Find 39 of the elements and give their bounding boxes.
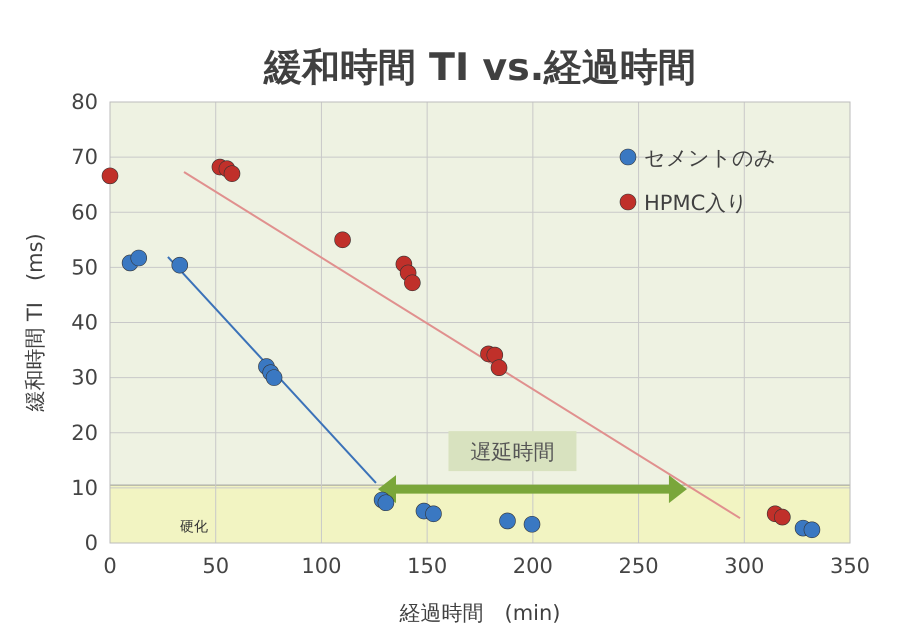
y-tick-label: 50 (71, 255, 98, 280)
point (224, 165, 240, 182)
x-tick-label: 50 (202, 554, 230, 578)
point (404, 274, 421, 292)
y-tick-label: 0 (84, 531, 98, 555)
x-tick-label: 200 (512, 554, 553, 578)
y-tick-label: 60 (71, 200, 98, 224)
y-tick-label: 10 (71, 476, 98, 500)
point (130, 250, 148, 266)
point (102, 168, 118, 184)
y-tick-label: 30 (71, 366, 98, 390)
y-tick-label: 20 (71, 420, 98, 445)
x-tick-label: 250 (618, 554, 659, 578)
y-tick-label: 80 (71, 90, 98, 114)
annotation: 遅延時間 (470, 440, 554, 464)
point (334, 232, 351, 248)
x-tick-label: 300 (724, 554, 764, 578)
point (524, 516, 540, 533)
point (378, 494, 394, 512)
y-axis-title: 緩和時間 TI (ms) (23, 233, 47, 413)
point (490, 359, 508, 376)
y-tick-label: 70 (71, 145, 98, 170)
x-tick-label: 150 (407, 554, 448, 578)
point (486, 346, 504, 364)
x-tick-label: 100 (301, 554, 342, 578)
point (266, 369, 282, 386)
point (774, 508, 791, 526)
point (804, 521, 820, 538)
legend-label: HPMC入り (644, 191, 748, 215)
point (499, 512, 516, 530)
y-tick-label: 40 (71, 310, 98, 334)
point (425, 505, 442, 522)
band-label: 硬化 (180, 519, 208, 535)
chart-title: 緩和時間 TI vs.経過時間 (262, 45, 696, 89)
x-tick-label: 0 (103, 554, 117, 578)
x-tick-label: 350 (830, 554, 870, 578)
legend-label: セメントのみ (644, 146, 776, 170)
x-axis-title: 経過時間 (min) (398, 601, 560, 625)
point (171, 256, 188, 274)
